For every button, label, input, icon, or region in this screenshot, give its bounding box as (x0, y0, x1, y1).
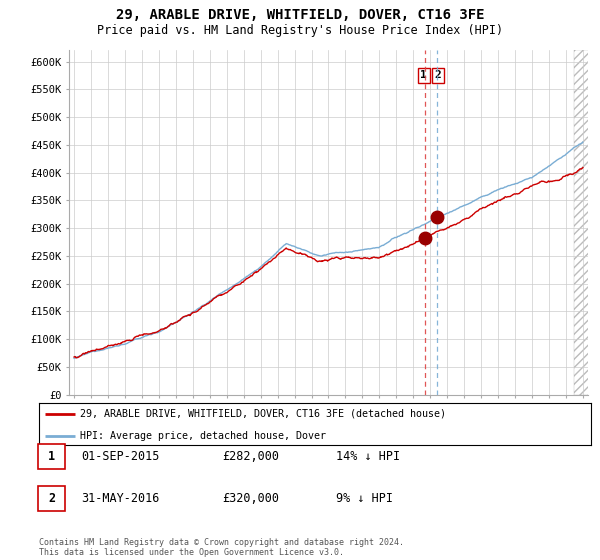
Text: 1: 1 (421, 71, 427, 81)
Text: 29, ARABLE DRIVE, WHITFIELD, DOVER, CT16 3FE: 29, ARABLE DRIVE, WHITFIELD, DOVER, CT16… (116, 8, 484, 22)
Text: 9% ↓ HPI: 9% ↓ HPI (336, 492, 393, 505)
Text: 2: 2 (48, 492, 55, 505)
Text: 1: 1 (48, 450, 55, 463)
Text: HPI: Average price, detached house, Dover: HPI: Average price, detached house, Dove… (80, 431, 326, 441)
Bar (574, 50, 592, 395)
Text: 01-SEP-2015: 01-SEP-2015 (81, 450, 160, 463)
Text: 31-MAY-2016: 31-MAY-2016 (81, 492, 160, 505)
Text: 14% ↓ HPI: 14% ↓ HPI (336, 450, 400, 463)
Text: £320,000: £320,000 (222, 492, 279, 505)
Text: £282,000: £282,000 (222, 450, 279, 463)
Text: 2: 2 (435, 71, 442, 81)
Text: 29, ARABLE DRIVE, WHITFIELD, DOVER, CT16 3FE (detached house): 29, ARABLE DRIVE, WHITFIELD, DOVER, CT16… (80, 409, 446, 419)
Text: Contains HM Land Registry data © Crown copyright and database right 2024.
This d: Contains HM Land Registry data © Crown c… (39, 538, 404, 557)
Text: Price paid vs. HM Land Registry's House Price Index (HPI): Price paid vs. HM Land Registry's House … (97, 24, 503, 36)
